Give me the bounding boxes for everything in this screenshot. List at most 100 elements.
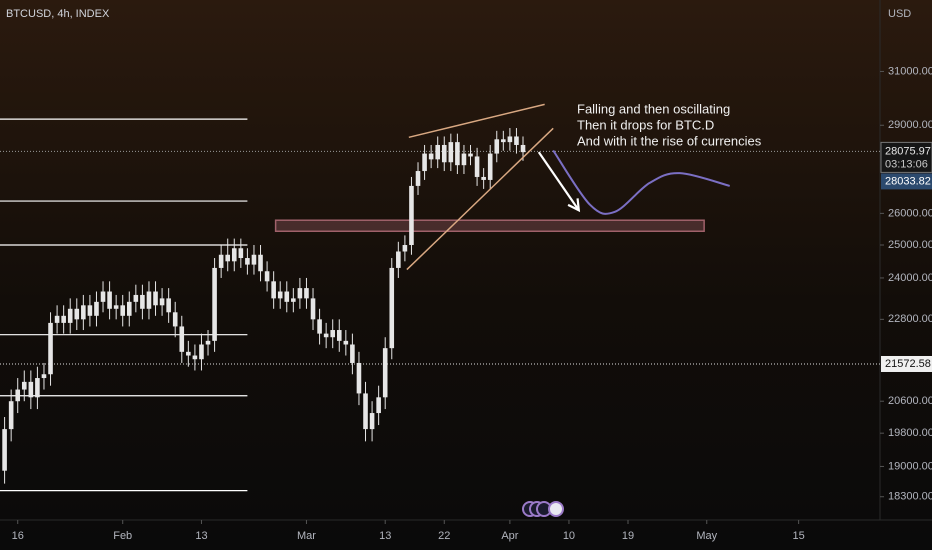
candle-body xyxy=(376,397,381,414)
candle-body xyxy=(172,312,178,327)
candle-body xyxy=(35,378,40,398)
candle-body xyxy=(231,248,237,262)
candle-body xyxy=(218,254,224,268)
candle-body xyxy=(120,305,126,316)
candle-body xyxy=(363,393,368,430)
arrow-line xyxy=(537,151,580,211)
candle-body xyxy=(343,340,349,345)
x-tick-label: Feb xyxy=(113,530,132,542)
candle-body xyxy=(304,288,309,299)
candle-body xyxy=(369,413,375,430)
candle-body xyxy=(487,153,493,180)
wedge-lower-line xyxy=(406,127,554,271)
candle-body xyxy=(251,254,257,265)
y-tick-label: 19800.00 xyxy=(888,427,932,439)
candle-body xyxy=(166,298,171,313)
candle-body xyxy=(323,333,329,338)
x-tick-label: Apr xyxy=(501,530,518,542)
second-price-label: 28033.82 xyxy=(885,175,931,187)
y-tick-label: 29000.00 xyxy=(888,119,932,131)
candle-body xyxy=(186,351,191,356)
candle-body xyxy=(520,144,526,153)
wedge-upper-line xyxy=(408,103,545,139)
candle-body xyxy=(461,153,467,166)
candle-body xyxy=(501,139,506,143)
x-tick-label: 22 xyxy=(438,530,450,542)
candle-body xyxy=(507,136,513,143)
x-tick-label: 15 xyxy=(793,530,805,542)
candle-body xyxy=(514,136,519,145)
candle-body xyxy=(441,144,447,163)
candle-body xyxy=(81,305,86,320)
candle-body xyxy=(205,340,211,345)
candle-body xyxy=(192,355,198,360)
candle-body xyxy=(336,330,342,341)
candle-body xyxy=(258,254,263,272)
y-tick-label: 25000.00 xyxy=(888,239,932,251)
candle-body xyxy=(48,322,53,375)
y-tick-label: 22800.00 xyxy=(888,313,932,325)
candle-body xyxy=(126,301,132,316)
candle-body xyxy=(61,315,66,323)
y-tick-label: 26000.00 xyxy=(888,207,932,219)
candle-body xyxy=(350,344,355,363)
annotation-text: Falling and then oscillating xyxy=(577,101,730,116)
arrow-head xyxy=(567,198,581,213)
candle-body xyxy=(396,251,401,268)
candle-body xyxy=(146,291,152,309)
candle-body xyxy=(225,254,231,262)
candle-body xyxy=(74,308,80,320)
candle-body xyxy=(212,267,217,341)
candle-body xyxy=(422,153,427,172)
candle-body xyxy=(133,294,139,302)
y-tick-label: 24000.00 xyxy=(888,272,932,284)
y-tick-label: 20600.00 xyxy=(888,395,932,407)
candle-body xyxy=(28,381,34,398)
last-price-box xyxy=(880,141,932,173)
candle-body xyxy=(389,267,395,349)
candle-body xyxy=(428,153,434,160)
candle-body xyxy=(291,298,296,302)
candle-body xyxy=(15,389,21,402)
countdown-label: 03:13:06 xyxy=(885,158,928,170)
candle-body xyxy=(113,305,119,309)
y-tick-label: 19000.00 xyxy=(888,460,932,472)
candle-body xyxy=(87,305,93,316)
unit-label: USD xyxy=(888,8,911,20)
y-tick-label: 18300.00 xyxy=(888,491,932,503)
candle-body xyxy=(317,319,322,334)
candle-body xyxy=(284,291,290,302)
candle-body xyxy=(409,185,414,246)
candle-body xyxy=(455,142,460,166)
marked-price-box xyxy=(881,355,932,372)
candle-body xyxy=(54,315,60,323)
candle-body xyxy=(94,301,99,316)
candle-body xyxy=(159,298,165,306)
candle-body xyxy=(435,144,440,160)
candle-body xyxy=(481,176,486,180)
candle-body xyxy=(238,248,244,259)
candle-body xyxy=(382,348,388,398)
x-tick-label: 19 xyxy=(622,530,634,542)
candle-body xyxy=(474,156,480,177)
chart-title: BTCUSD, 4h, INDEX xyxy=(6,8,110,20)
currency-icons xyxy=(522,501,564,517)
annotation-text: Then it drops for BTC.D xyxy=(577,117,714,132)
candle-body xyxy=(356,362,362,394)
candle-body xyxy=(179,326,185,352)
y-tick-label: 31000.00 xyxy=(888,65,932,77)
candle-body xyxy=(494,139,500,154)
candle-body xyxy=(277,291,283,299)
candle-body xyxy=(271,281,276,299)
candle-body xyxy=(448,142,454,163)
annotation-text: And with it the rise of currencies xyxy=(577,133,762,148)
candle-body xyxy=(140,294,145,309)
marked-price-label: 21572.58 xyxy=(885,358,931,370)
candle-body xyxy=(297,288,303,299)
candle-body xyxy=(402,245,408,252)
candle-body xyxy=(415,171,421,186)
candle-body xyxy=(245,258,250,265)
projection-curve xyxy=(552,149,730,215)
